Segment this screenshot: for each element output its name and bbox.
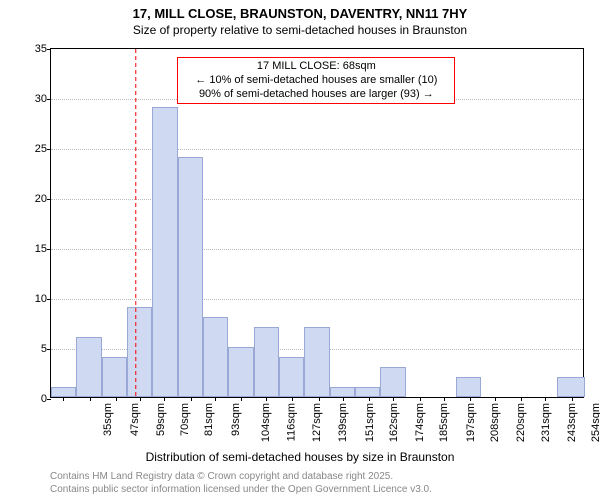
- histogram-bar: [203, 317, 228, 397]
- histogram-bar: [178, 157, 203, 397]
- x-tick-mark: [266, 397, 267, 401]
- annotation-line-1: ← 10% of semi-detached houses are smalle…: [182, 74, 450, 88]
- x-tick-label: 185sqm: [439, 401, 451, 442]
- x-tick-label: 70sqm: [179, 401, 191, 436]
- x-tick-mark: [369, 397, 370, 401]
- x-tick-label: 162sqm: [388, 401, 400, 442]
- y-tick-label: 25: [35, 143, 51, 155]
- x-tick-label: 35sqm: [102, 401, 114, 436]
- x-tick-label: 93sqm: [230, 401, 242, 436]
- x-tick-mark: [319, 397, 320, 401]
- gridline-h: [51, 149, 583, 150]
- x-tick-mark: [393, 397, 394, 401]
- x-tick-mark: [470, 397, 471, 401]
- x-tick-label: 220sqm: [516, 401, 528, 442]
- histogram-bar: [304, 327, 329, 397]
- x-tick-mark: [164, 397, 165, 401]
- x-tick-label: 47sqm: [129, 401, 141, 436]
- y-tick-label: 30: [35, 93, 51, 105]
- x-tick-label: 151sqm: [364, 401, 376, 442]
- histogram-bar: [76, 337, 101, 397]
- histogram-bar: [254, 327, 279, 397]
- histogram-bar: [102, 357, 127, 397]
- x-tick-label: 81sqm: [203, 401, 215, 436]
- chart-subtitle: Size of property relative to semi-detach…: [0, 23, 600, 37]
- gridline-h: [51, 249, 583, 250]
- annotation-box: 17 MILL CLOSE: 68sqm← 10% of semi-detach…: [177, 57, 455, 104]
- x-tick-mark: [90, 397, 91, 401]
- footer-line1: Contains HM Land Registry data © Crown c…: [50, 471, 432, 484]
- x-tick-mark: [140, 397, 141, 401]
- x-tick-label: 139sqm: [337, 401, 349, 442]
- x-tick-label: 243sqm: [566, 401, 578, 442]
- histogram-bar: [330, 387, 355, 397]
- y-tick-label: 5: [41, 343, 51, 355]
- x-tick-label: 116sqm: [286, 401, 298, 441]
- footer-attribution: Contains HM Land Registry data © Crown c…: [50, 471, 432, 496]
- annotation-line-0: 17 MILL CLOSE: 68sqm: [182, 60, 450, 74]
- x-tick-mark: [495, 397, 496, 401]
- x-tick-label: 231sqm: [540, 401, 552, 442]
- x-tick-mark: [444, 397, 445, 401]
- x-tick-mark: [343, 397, 344, 401]
- x-tick-label: 197sqm: [465, 401, 477, 442]
- x-tick-label: 104sqm: [260, 401, 272, 442]
- histogram-bar: [51, 387, 76, 397]
- x-tick-label: 127sqm: [311, 401, 323, 442]
- histogram-bar: [355, 387, 380, 397]
- histogram-bar: [380, 367, 405, 397]
- x-tick-mark: [191, 397, 192, 401]
- x-tick-mark: [292, 397, 293, 401]
- footer-line2: Contains public sector information licen…: [50, 484, 432, 497]
- plot-area: 0510152025303535sqm47sqm59sqm70sqm81sqm9…: [50, 48, 584, 398]
- x-tick-mark: [545, 397, 546, 401]
- x-tick-mark: [63, 397, 64, 401]
- histogram-bar: [228, 347, 253, 397]
- x-tick-mark: [420, 397, 421, 401]
- x-tick-mark: [521, 397, 522, 401]
- y-tick-label: 35: [35, 43, 51, 55]
- histogram-bar: [127, 307, 152, 397]
- y-tick-label: 20: [35, 193, 51, 205]
- y-tick-label: 15: [35, 243, 51, 255]
- chart-container: 17, MILL CLOSE, BRAUNSTON, DAVENTRY, NN1…: [0, 0, 600, 500]
- histogram-bar: [557, 377, 585, 397]
- x-tick-label: 254sqm: [591, 401, 600, 442]
- gridline-h: [51, 199, 583, 200]
- x-tick-mark: [572, 397, 573, 401]
- histogram-bar: [456, 377, 481, 397]
- x-tick-mark: [215, 397, 216, 401]
- x-axis-label: Distribution of semi-detached houses by …: [0, 450, 600, 464]
- y-tick-label: 10: [35, 293, 51, 305]
- histogram-bar: [152, 107, 177, 397]
- x-tick-mark: [241, 397, 242, 401]
- x-tick-label: 174sqm: [414, 401, 426, 442]
- gridline-h: [51, 299, 583, 300]
- x-tick-label: 59sqm: [155, 401, 167, 436]
- histogram-bar: [279, 357, 304, 397]
- x-tick-mark: [116, 397, 117, 401]
- x-tick-label: 208sqm: [489, 401, 501, 442]
- annotation-line-2: 90% of semi-detached houses are larger (…: [182, 88, 450, 102]
- chart-title: 17, MILL CLOSE, BRAUNSTON, DAVENTRY, NN1…: [0, 6, 600, 21]
- titles: 17, MILL CLOSE, BRAUNSTON, DAVENTRY, NN1…: [0, 6, 600, 37]
- y-tick-label: 0: [41, 393, 51, 405]
